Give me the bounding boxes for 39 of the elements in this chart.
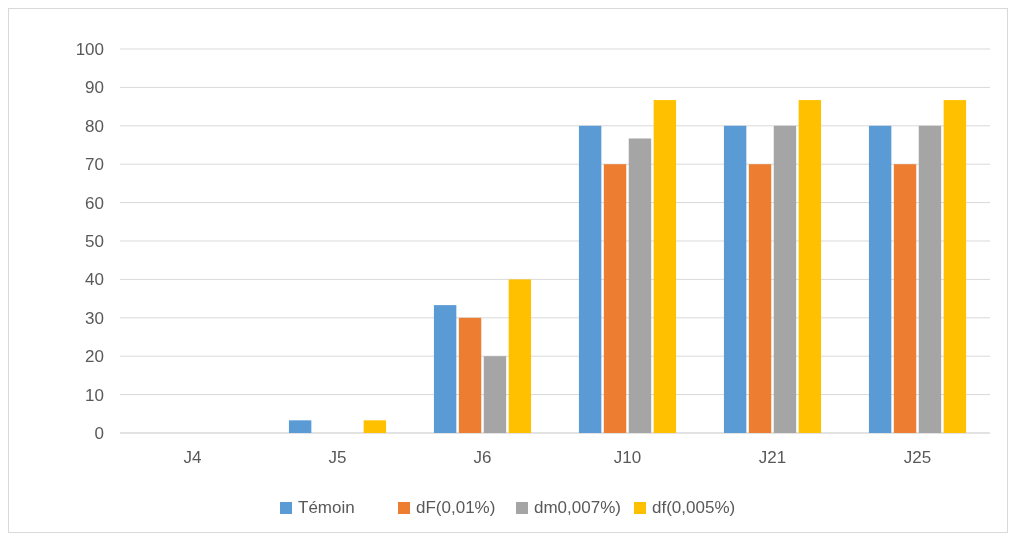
bar xyxy=(943,100,967,433)
bar xyxy=(288,420,312,433)
y-tick-label: 40 xyxy=(85,270,104,290)
x-tick-label: J6 xyxy=(473,448,492,467)
bar xyxy=(628,138,652,433)
legend-label: Témoin xyxy=(298,498,355,517)
x-tick-label: J25 xyxy=(903,448,932,467)
bar xyxy=(868,125,892,433)
y-tick-label: 70 xyxy=(85,155,104,175)
legend-label: dm0,007%) xyxy=(534,498,621,517)
bar xyxy=(603,164,627,433)
y-tick-label: 10 xyxy=(85,385,104,405)
bar xyxy=(723,125,747,433)
legend-label: dF(0,01%) xyxy=(416,498,496,517)
bar xyxy=(508,279,532,433)
bar xyxy=(578,125,602,433)
x-tick-label: J4 xyxy=(183,448,202,467)
bar xyxy=(798,100,822,433)
bar xyxy=(748,164,772,433)
legend-label: df(0,005%) xyxy=(652,498,736,517)
y-tick-label: 30 xyxy=(85,308,104,328)
bar xyxy=(458,317,482,433)
bar xyxy=(363,420,387,433)
y-tick-label: 60 xyxy=(85,193,104,213)
y-tick-label: 90 xyxy=(85,78,104,98)
y-tick-label: 80 xyxy=(85,116,104,136)
x-tick-label: J10 xyxy=(613,448,642,467)
x-tick-label: J21 xyxy=(758,448,787,467)
y-tick-label: 100 xyxy=(75,39,104,59)
x-tick-label: J5 xyxy=(328,448,347,467)
y-tick-label: 50 xyxy=(85,231,104,251)
bar xyxy=(918,125,942,433)
bar xyxy=(893,164,917,433)
bar xyxy=(653,100,677,433)
bar xyxy=(483,356,507,433)
bar xyxy=(773,125,797,433)
y-tick-label: 0 xyxy=(94,423,104,443)
bar xyxy=(433,305,457,433)
y-tick-label: 20 xyxy=(85,347,104,367)
